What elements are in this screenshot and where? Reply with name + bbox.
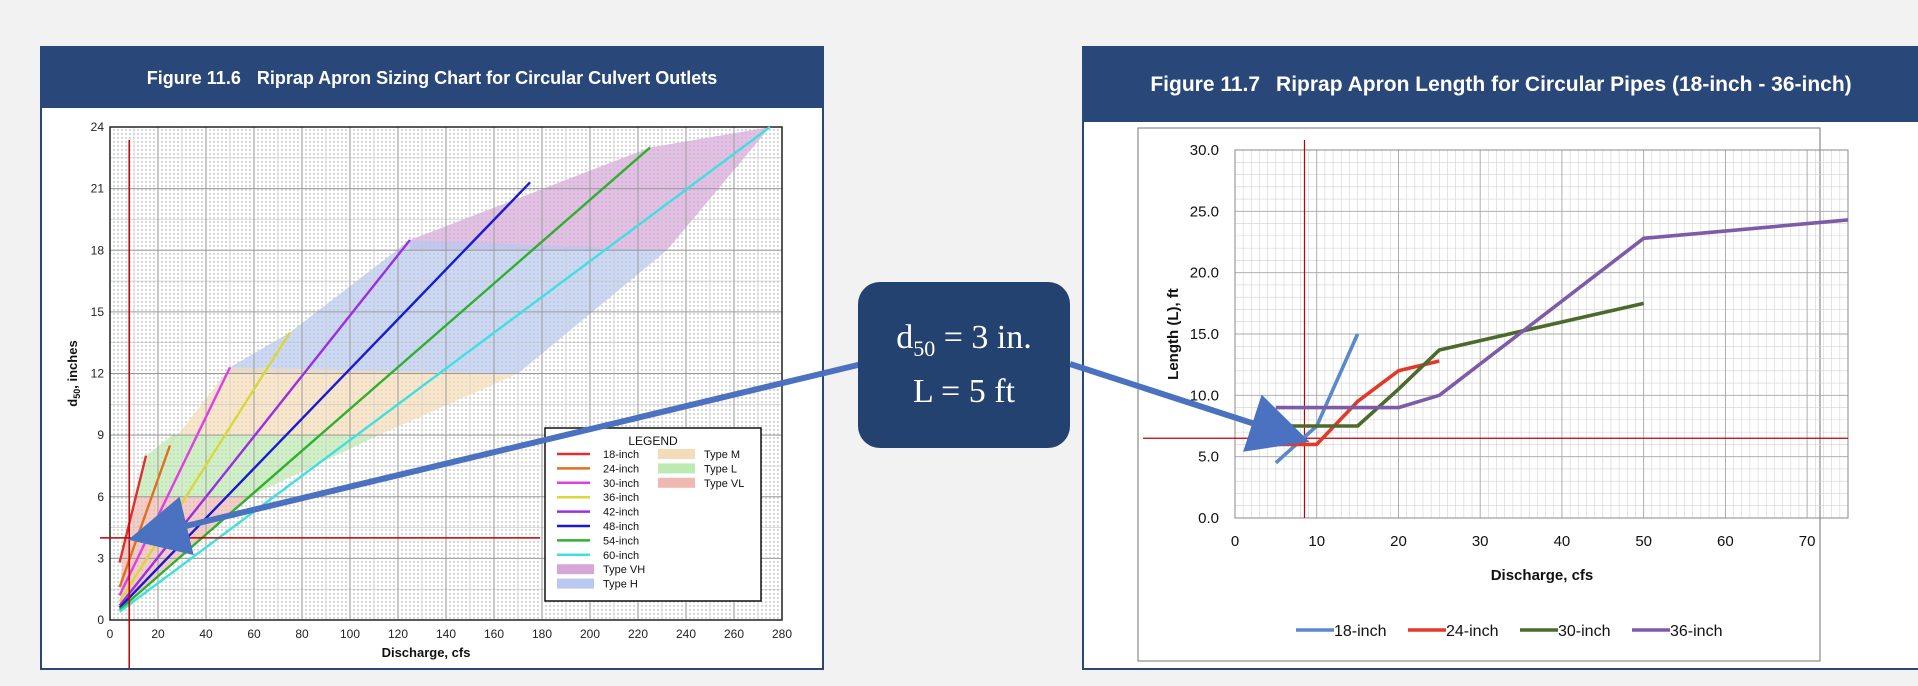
callout-arrow-to-right-chart [1069,361,1310,452]
series-54-inch [118,146,651,611]
series-36-inch [118,331,292,603]
left-x-tick-label: 240 [676,627,696,641]
zone-type-m [170,367,518,446]
legend-label-type-vl: Type VL [704,478,744,490]
right-x-tick-label: 40 [1554,533,1571,550]
left-x-tick-label: 200 [580,627,600,641]
left-legend-title: LEGEND [628,434,678,448]
legend-label-48-inch: 48-inch [603,521,639,533]
right-x-tick-label: 30 [1472,533,1489,550]
legend-label-42-inch: 42-inch [603,507,639,519]
left-y-axis-label-rest: , inches [65,340,80,388]
legend-label-type-m: Type M [704,449,740,461]
left-y-tick-label: 15 [91,305,105,319]
left-x-tick-label: 20 [151,627,165,641]
zone-type-h [230,239,667,374]
right-x-tick-label: 10 [1308,533,1325,550]
left-y-tick-label: 9 [97,428,104,442]
left-x-tick-label: 260 [724,627,744,641]
left-y-tick-label: 18 [91,243,105,257]
callout-arrows [128,361,1310,555]
left-y-axis-label-sub: 50 [72,389,82,399]
series-60-inch [118,126,771,613]
right-y-tick-label: 30.0 [1190,142,1219,159]
left-x-tick-label: 180 [532,627,552,641]
legend-swatch-type-vh [557,564,594,575]
right-legend-label-18-inch: 18-inch [1334,623,1386,640]
legend-swatch-type-m [658,449,695,459]
figure-11-6-header: Figure 11.6 Riprap Apron Sizing Chart fo… [42,48,822,108]
right-y-tick-label: 15.0 [1190,326,1219,343]
left-x-axis-label: Discharge, cfs [382,645,471,660]
left-y-tick-label: 0 [97,613,104,627]
left-y-tick-label: 3 [97,551,104,565]
legend-label-30-inch: 30-inch [603,478,639,490]
left-x-tick-label: 80 [295,627,309,641]
left-x-tick-label: 160 [484,627,504,641]
right-y-tick-label: 5.0 [1198,449,1219,466]
left-x-tick-label: 280 [772,627,792,641]
callout-box: d50 = 3 in. L = 5 ft [858,282,1070,448]
right-chart: 0 10 20 30 40 50 60 70 0.0 5.0 10.0 15.0 20.0 25.0 30.… [1137,127,1849,662]
right-y-tick-label: 0.0 [1198,510,1219,527]
callout-line-length: L = 5 ft [913,373,1015,411]
right-chart-frame [1137,127,1821,662]
callout-line-d50: d50 = 3 in. [896,316,1032,371]
left-x-tick-label: 120 [388,627,408,641]
legend-label-type-h: Type H [603,579,638,591]
left-x-tick-label: 100 [340,627,360,641]
legend-swatch-type-vl [658,477,695,488]
right-x-tick-label: 50 [1635,533,1652,550]
figure-11-7-number: Figure 11.7 [1150,73,1261,96]
figure-11-6-number: Figure 11.6 [146,67,241,88]
legend-swatch-type-l [658,463,695,474]
left-y-tick-label: 6 [97,490,104,504]
right-y-tick-label: 25.0 [1190,203,1219,220]
figure-11-6-title: Riprap Apron Sizing Chart for Circular C… [256,67,718,88]
left-x-tick-label: 0 [107,627,114,641]
legend-label-60-inch: 60-inch [603,550,639,562]
series-30-inch [1275,301,1645,428]
series-36-inch [1275,218,1849,410]
legend-label-type-vh: Type VH [603,564,645,576]
right-legend-label-36-inch: 36-inch [1670,623,1722,640]
left-x-tick-label: 220 [628,627,648,641]
legend-label-type-l: Type L [704,463,737,475]
callout-d: d [896,318,914,356]
right-x-axis-label: Discharge, cfs [1491,567,1594,584]
right-y-axis-label: Length (L), ft [1165,288,1182,380]
callout-sub-50: 50 [913,335,936,361]
figure-11-7-header: Figure 11.7 Riprap Apron Length for Circ… [1084,48,1918,122]
legend-label-18-inch: 18-inch [603,449,639,461]
legend-label-24-inch: 24-inch [603,463,639,475]
left-x-tick-label: 60 [247,627,261,641]
figure-11-7-title: Riprap Apron Length for Circular Pipes (… [1276,73,1852,96]
right-legend-label-24-inch: 24-inch [1446,623,1498,640]
left-y-tick-label: 12 [91,367,105,381]
legend-label-36-inch: 36-inch [603,492,639,504]
right-plot-border [1234,149,1849,519]
left-y-tick-label: 21 [91,182,105,196]
left-x-tick-label: 140 [436,627,456,641]
legend-label-54-inch: 54-inch [603,535,639,547]
right-x-tick-label: 20 [1390,533,1407,550]
right-legend-label-30-inch: 30-inch [1558,623,1610,640]
right-y-tick-label: 10.0 [1190,387,1219,404]
left-y-axis-label: d50, inches [65,340,82,406]
right-x-tick-label: 70 [1799,533,1816,550]
right-x-tick-label: 60 [1717,533,1734,550]
left-x-tick-label: 40 [199,627,213,641]
callout-arrow-to-left-chart [128,361,863,555]
right-x-tick-label: 0 [1231,533,1239,550]
left-y-tick-label: 24 [91,120,105,134]
right-y-tick-label: 20.0 [1190,265,1219,282]
left-chart: 0 20 40 60 80 100 120 140 160 180 200 220 240 260 280 0… [65,120,792,668]
series-30-inch [118,366,232,596]
callout-d50-value: = 3 in. [935,318,1032,356]
left-plot-frame [109,126,783,621]
legend-swatch-type-h [557,578,594,589]
